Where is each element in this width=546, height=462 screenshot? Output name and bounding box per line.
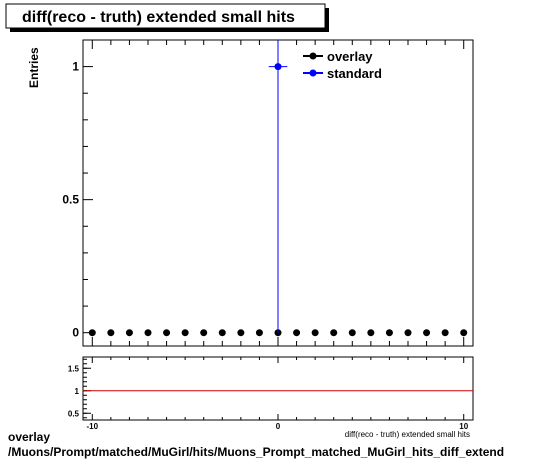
- overlay-point: [88, 329, 96, 337]
- x-tick-label: 10: [459, 422, 468, 431]
- ratio-x-ticks: -10 0 10: [87, 357, 469, 431]
- ratio-y-tick-label: 1: [75, 387, 80, 396]
- legend-marker-standard: [309, 69, 317, 77]
- x-tick-label: 0: [276, 422, 281, 431]
- overlay-point: [311, 329, 319, 337]
- ratio-y-ticks: 0.5 1 1.5: [68, 358, 91, 419]
- overlay-point: [441, 329, 449, 337]
- overlay-point: [181, 329, 189, 337]
- overlay-point: [423, 329, 431, 337]
- overlay-point: [237, 329, 245, 337]
- overlay-point: [200, 329, 208, 337]
- overlay-point: [293, 329, 301, 337]
- y-tick-label: 1: [72, 60, 79, 74]
- ratio-y-tick-label: 0.5: [68, 409, 80, 418]
- title-box: [5, 3, 326, 29]
- x-tick-label: -10: [87, 422, 99, 431]
- legend-label-overlay: overlay: [327, 49, 373, 64]
- overlay-point: [385, 329, 393, 337]
- overlay-point: [125, 329, 133, 337]
- ratio-plot-frame: [82, 356, 474, 421]
- x-axis-title: diff(reco - truth) extended small hits: [345, 430, 470, 439]
- legend-label-standard: standard: [327, 66, 382, 81]
- overlay-point: [404, 329, 412, 337]
- y-tick-label: 0.5: [62, 193, 79, 207]
- legend-marker-overlay: [309, 52, 317, 60]
- overlay-point: [144, 329, 152, 337]
- overlay-point: [348, 329, 356, 337]
- overlay-point: [330, 329, 338, 337]
- overlay-point: [107, 329, 115, 337]
- standard-point: [274, 63, 282, 71]
- main-plot-marks: [88, 40, 468, 337]
- y-axis-title: Entries: [27, 47, 41, 88]
- legend: overlay standard: [303, 49, 382, 81]
- footer-line-2: /Muons/Prompt/matched/MuGirl/hits/Muons_…: [8, 445, 504, 459]
- overlay-point: [218, 329, 226, 337]
- overlay-point: [367, 329, 375, 337]
- chart-title: diff(reco - truth) extended small hits: [22, 9, 295, 26]
- main-y-ticks: 00.51: [62, 60, 93, 340]
- overlay-point: [460, 329, 468, 337]
- footer-line-1: overlay: [8, 430, 50, 444]
- ratio-y-tick-label: 1.5: [68, 364, 80, 373]
- overlay-point: [163, 329, 171, 337]
- y-tick-label: 0: [72, 326, 79, 340]
- overlay-point: [255, 329, 263, 337]
